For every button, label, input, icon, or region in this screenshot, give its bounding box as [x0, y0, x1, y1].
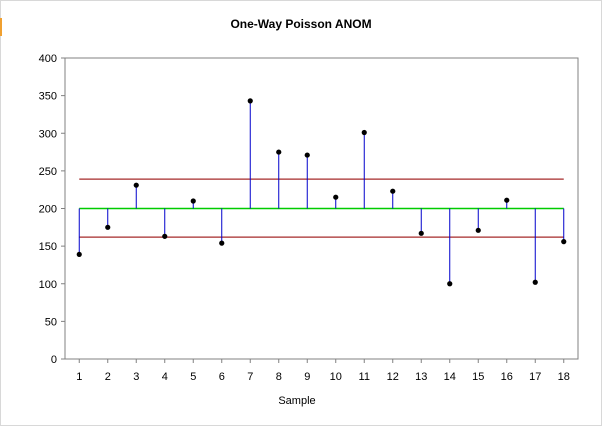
y-tick-label: 350 — [39, 91, 57, 103]
x-tick-label: 13 — [415, 371, 427, 383]
x-tick-label: 15 — [472, 371, 484, 383]
y-tick-label: 200 — [39, 204, 57, 216]
data-point — [76, 251, 82, 258]
x-tick-label: 8 — [276, 371, 282, 383]
y-tick-label: 150 — [39, 241, 57, 253]
sample-points — [76, 98, 567, 287]
x-tick-label: 11 — [359, 371, 370, 383]
x-tick-label: 10 — [330, 371, 342, 383]
y-tick-label: 100 — [39, 279, 57, 291]
data-point — [475, 227, 481, 233]
x-tick-label: 1 — [76, 371, 82, 383]
y-axis: 0 50 100 150 200 250 300 350 400 — [39, 53, 65, 366]
x-tick-label: 2 — [105, 371, 111, 383]
x-tick-label: 18 — [558, 371, 570, 383]
data-point — [561, 239, 567, 245]
x-tick-label: 12 — [387, 371, 399, 383]
data-point — [105, 224, 111, 230]
x-tick-label: 7 — [247, 371, 253, 383]
y-tick-label: 300 — [39, 128, 57, 140]
data-point — [333, 194, 339, 200]
data-point — [390, 188, 396, 194]
x-tick-label: 14 — [444, 371, 456, 383]
data-point — [190, 198, 196, 204]
y-tick-label: 250 — [39, 166, 57, 178]
data-point — [532, 279, 538, 285]
limit-lines — [79, 178, 564, 238]
data-point — [361, 129, 367, 136]
y-tick-label: 50 — [45, 316, 57, 328]
window-edge-accent — [0, 18, 2, 36]
data-point — [133, 182, 139, 188]
y-tick-label: 0 — [51, 354, 57, 366]
x-tick-label: 17 — [529, 371, 541, 383]
x-axis-title: Sample — [278, 395, 315, 407]
data-point — [219, 240, 225, 246]
x-axis: 1 2 3 4 5 6 7 8 9 10 11 12 13 14 15 16 17 18 — [76, 359, 570, 383]
x-tick-label: 3 — [133, 371, 139, 383]
data-point — [447, 281, 453, 287]
data-point — [162, 233, 168, 239]
x-tick-label: 4 — [162, 371, 168, 383]
x-tick-label: 16 — [501, 371, 513, 383]
y-tick-label: 400 — [39, 53, 57, 65]
x-tick-label: 6 — [219, 371, 225, 383]
x-tick-label: 5 — [190, 371, 196, 383]
chart-title: One-Way Poisson ANOM — [230, 17, 371, 31]
sample-stems — [78, 100, 565, 284]
x-tick-label: 9 — [304, 371, 310, 383]
data-point — [276, 149, 282, 155]
data-point — [304, 152, 310, 158]
data-point — [504, 197, 510, 203]
data-point — [247, 98, 253, 104]
data-point — [418, 230, 424, 236]
